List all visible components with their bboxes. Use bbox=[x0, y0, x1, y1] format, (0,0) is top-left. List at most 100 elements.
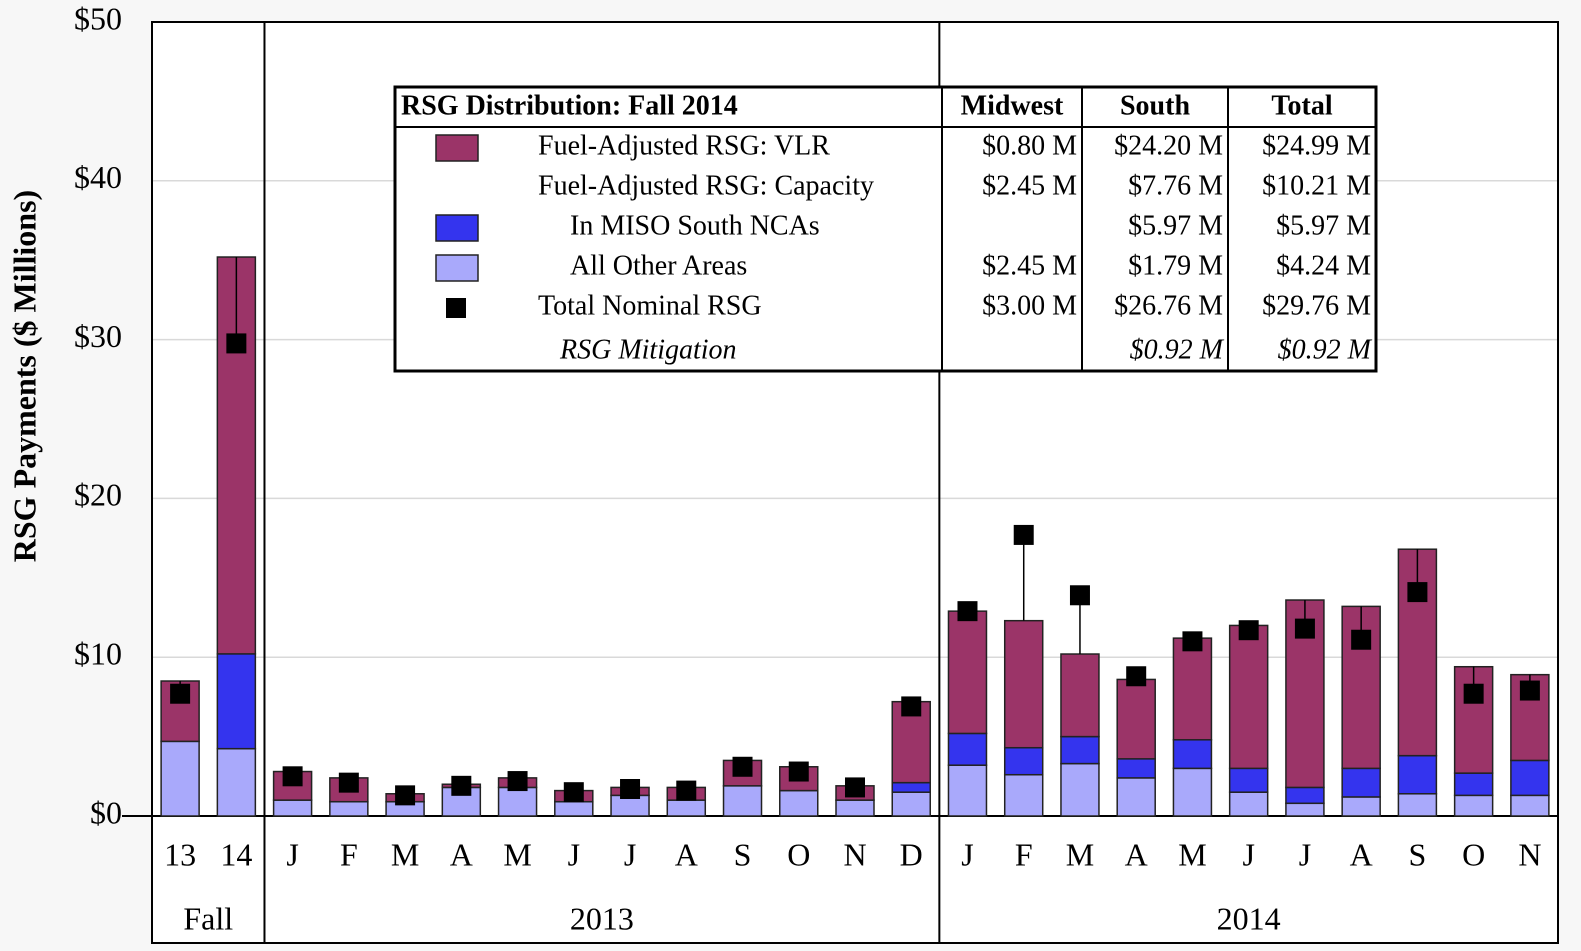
bar-segment bbox=[722, 785, 763, 817]
total-marker bbox=[676, 780, 697, 801]
table-row-label: Fuel-Adjusted RSG: VLR bbox=[538, 130, 830, 161]
bar-segment bbox=[329, 800, 369, 817]
table-column-header: South bbox=[1120, 90, 1190, 121]
bar-segment bbox=[1116, 777, 1156, 817]
bar-segment bbox=[1003, 773, 1044, 817]
x-tick-label: J bbox=[624, 836, 636, 872]
y-tick-label: $20 bbox=[74, 477, 122, 513]
x-tick-label: A bbox=[1125, 836, 1148, 872]
y-tick-label: $40 bbox=[74, 159, 122, 195]
x-tick-label: N bbox=[843, 836, 866, 872]
x-tick-label: M bbox=[1178, 836, 1206, 872]
legend-swatch bbox=[435, 254, 479, 282]
table-cell: $4.24 M bbox=[1276, 250, 1371, 281]
bar-segment bbox=[1510, 794, 1550, 817]
bar-segment bbox=[1341, 767, 1381, 798]
legend-swatch bbox=[435, 134, 479, 162]
bar-segment bbox=[1510, 759, 1550, 797]
bar-segment bbox=[1172, 767, 1213, 817]
x-tick-label: F bbox=[1015, 836, 1033, 872]
group-label: 2014 bbox=[1217, 900, 1281, 936]
table-cell: $2.45 M bbox=[982, 170, 1077, 201]
total-marker bbox=[1069, 585, 1090, 606]
total-marker bbox=[1294, 618, 1315, 639]
total-marker bbox=[1519, 680, 1540, 701]
table-cell: $0.80 M bbox=[982, 130, 1077, 161]
x-tick-label: N bbox=[1518, 836, 1541, 872]
total-marker bbox=[395, 785, 416, 806]
bar-segment bbox=[891, 781, 931, 793]
group-label: Fall bbox=[183, 900, 233, 936]
table-cell: $0.92 M bbox=[1278, 334, 1373, 365]
bar-segment bbox=[497, 786, 538, 817]
legend-swatch bbox=[435, 214, 479, 242]
table-column-header: Midwest bbox=[961, 90, 1064, 121]
x-tick-label: A bbox=[675, 836, 698, 872]
legend-table bbox=[393, 85, 1378, 373]
y-tick-label: $30 bbox=[74, 318, 122, 354]
total-marker bbox=[1463, 683, 1484, 704]
bar-segment bbox=[272, 799, 313, 817]
bar-segment bbox=[1172, 637, 1213, 741]
total-marker bbox=[170, 683, 191, 704]
total-marker bbox=[1126, 666, 1147, 687]
total-marker bbox=[957, 601, 978, 622]
table-cell: $10.21 M bbox=[1262, 170, 1371, 201]
total-marker bbox=[620, 779, 641, 800]
total-marker bbox=[451, 775, 472, 796]
y-tick-label: $10 bbox=[74, 636, 122, 672]
x-tick-label: J bbox=[286, 836, 298, 872]
y-axis-title: RSG Payments ($ Millions) bbox=[6, 190, 42, 562]
total-marker bbox=[1013, 524, 1034, 545]
x-tick-label: A bbox=[450, 836, 473, 872]
x-tick-label: S bbox=[734, 836, 752, 872]
table-row-label: In MISO South NCAs bbox=[570, 210, 820, 241]
table-cell: $24.99 M bbox=[1262, 130, 1371, 161]
bar-segment bbox=[1060, 762, 1100, 817]
bar-segment bbox=[1003, 746, 1044, 776]
total-marker bbox=[788, 761, 809, 782]
table-row-label: Total Nominal RSG bbox=[538, 290, 762, 321]
x-tick-label: A bbox=[1350, 836, 1373, 872]
bar-segment bbox=[1228, 791, 1269, 817]
bar-segment bbox=[554, 800, 594, 817]
bar-segment bbox=[216, 256, 257, 655]
table-row-label: Fuel-Adjusted RSG: Capacity bbox=[538, 170, 874, 201]
bar-segment bbox=[1228, 767, 1269, 793]
x-tick-label: J bbox=[1242, 836, 1254, 872]
table-cell: $29.76 M bbox=[1262, 290, 1371, 321]
bar-segment bbox=[1172, 739, 1213, 770]
y-tick-label: $0 bbox=[90, 794, 122, 830]
total-marker bbox=[282, 766, 303, 787]
table-cell: $7.76 M bbox=[1128, 170, 1223, 201]
x-tick-label: O bbox=[787, 836, 810, 872]
table-cell: $5.97 M bbox=[1128, 210, 1223, 241]
bar-segment bbox=[947, 764, 988, 817]
bar-segment bbox=[1060, 735, 1100, 765]
bar-segment bbox=[779, 789, 819, 817]
total-marker bbox=[1182, 631, 1203, 652]
table-column-header: Total bbox=[1271, 90, 1332, 121]
total-marker bbox=[1407, 582, 1428, 603]
total-marker bbox=[507, 771, 528, 792]
bar-segment bbox=[1060, 653, 1100, 738]
bar-segment bbox=[1453, 794, 1494, 817]
table-cell: $0.92 M bbox=[1130, 334, 1225, 365]
bar-segment bbox=[947, 610, 988, 735]
x-tick-label: J bbox=[1299, 836, 1311, 872]
bar-segment bbox=[835, 799, 875, 817]
bar-segment bbox=[216, 747, 257, 817]
x-tick-label: M bbox=[1066, 836, 1094, 872]
table-cell: $2.45 M bbox=[982, 250, 1077, 281]
table-row-label: All Other Areas bbox=[570, 250, 747, 281]
x-tick-label: J bbox=[961, 836, 973, 872]
total-marker bbox=[1238, 620, 1259, 641]
table-cell: $1.79 M bbox=[1128, 250, 1223, 281]
x-tick-label: D bbox=[900, 836, 923, 872]
bar-segment bbox=[666, 799, 707, 817]
bar-segment bbox=[1228, 624, 1269, 770]
total-marker bbox=[732, 756, 753, 777]
bar-segment bbox=[947, 732, 988, 766]
group-label: 2013 bbox=[570, 900, 634, 936]
